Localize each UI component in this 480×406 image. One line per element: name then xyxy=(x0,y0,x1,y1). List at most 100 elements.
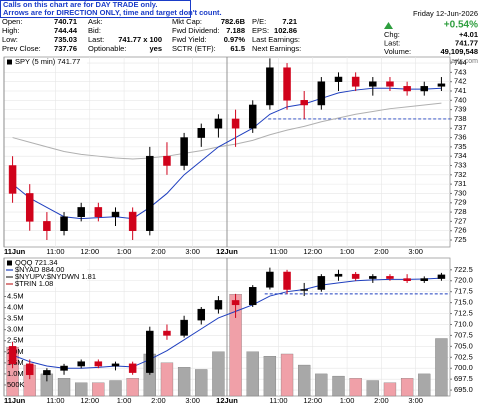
candle-body xyxy=(94,207,103,217)
candle-body xyxy=(420,86,429,92)
candle-body xyxy=(283,67,291,101)
quote-label: Last Earnings: xyxy=(252,35,300,44)
stat-label: Chg: xyxy=(384,30,400,39)
y-tick-label: 727 xyxy=(454,216,467,225)
legend-label: $NYUPV:$NYDWN 1.81 xyxy=(15,272,96,281)
volume-bar xyxy=(57,378,71,397)
y-tick-label: 726 xyxy=(454,226,467,235)
candle-body xyxy=(146,330,154,373)
y-tick-label: 744 xyxy=(454,58,467,67)
y-tick-label: 737 xyxy=(454,123,467,132)
y-tick-label: 736 xyxy=(454,133,467,142)
candle-body xyxy=(25,193,34,222)
volume-bar xyxy=(177,367,191,397)
candle-body xyxy=(369,276,377,279)
quote-label: EPS: xyxy=(252,26,269,35)
quote-value: 7.188 xyxy=(226,26,245,35)
candle-body xyxy=(214,118,223,129)
volume-bar xyxy=(383,382,397,397)
candle-body xyxy=(77,207,85,217)
candle-body xyxy=(231,300,240,306)
volume-bar xyxy=(400,378,414,397)
volume-bar xyxy=(195,369,208,397)
legend-label: $NYAD 884.00 xyxy=(15,265,64,274)
quote-label: Fwd Yield: xyxy=(172,35,207,44)
y2-tick-label: 1.0M xyxy=(7,369,24,378)
candle-body xyxy=(111,211,120,217)
moving-average xyxy=(12,277,442,369)
quote-label: Ask: xyxy=(88,17,103,26)
candle-body xyxy=(60,365,68,371)
x-tick-label: 1:00 xyxy=(340,396,355,405)
volume-bar xyxy=(212,351,225,397)
y-tick-label: 738 xyxy=(454,114,467,123)
y-tick-label: 740 xyxy=(454,95,467,104)
y2-tick-label: 2.5M xyxy=(7,336,24,345)
notice-line: Arrows are for DIRECTION ONLY, time and … xyxy=(3,8,222,17)
x-tick-label: 11:00 xyxy=(269,396,287,405)
volume-bar xyxy=(349,378,362,397)
candle-body xyxy=(300,100,308,106)
legend-bg xyxy=(5,280,87,288)
candle-body xyxy=(77,361,85,367)
y-tick-label: 707.5 xyxy=(454,330,473,339)
quote-label: Bid: xyxy=(88,26,101,35)
legend-label: QQQ 721.34 xyxy=(15,258,58,267)
volume-bar xyxy=(418,373,431,397)
candle-body xyxy=(8,165,17,194)
quote-value: 737.76 xyxy=(54,44,77,53)
quote-value: 744.44 xyxy=(54,26,78,35)
legend-bg xyxy=(5,266,87,274)
quote-label: Fwd Dividend: xyxy=(172,26,220,35)
quote-label: SCTR (ETF): xyxy=(172,44,216,53)
volume-bar xyxy=(160,362,174,397)
quote-label: Last: xyxy=(88,35,104,44)
x-tick-label: 2:00 xyxy=(151,247,166,256)
y-tick-label: 715.0 xyxy=(454,298,473,307)
y-tick-label: 742 xyxy=(454,77,467,86)
candle-body xyxy=(231,118,240,129)
quote-label: Prev Close: xyxy=(2,44,41,53)
candle-body xyxy=(403,86,411,92)
y-tick-label: 712.5 xyxy=(454,309,473,318)
y-tick-label: 731 xyxy=(454,179,467,188)
y-tick-label: 741 xyxy=(454,86,467,95)
quote-value: yes xyxy=(149,44,162,53)
volume-bar xyxy=(263,356,277,397)
legend-swatch xyxy=(7,59,12,65)
quote-value: 740.71 xyxy=(54,17,77,26)
volume-bar xyxy=(126,378,139,397)
x-tick-label: 11:00 xyxy=(269,247,287,256)
candle-body xyxy=(266,67,274,106)
quote-value: 741.77 x 100 xyxy=(118,35,162,44)
candle-body xyxy=(351,273,360,279)
candle-body xyxy=(180,319,188,336)
candle-body xyxy=(43,221,51,231)
candle-body xyxy=(334,76,343,82)
candle-body xyxy=(403,278,411,281)
y-tick-label: 697.5 xyxy=(454,374,473,383)
candle-body xyxy=(163,155,171,166)
stat-label: Last: xyxy=(384,38,400,47)
candle-body xyxy=(437,83,446,87)
y2-tick-label: 4.0M xyxy=(7,303,24,312)
candle-body xyxy=(317,276,326,290)
legend-bg xyxy=(5,259,87,267)
candle-body xyxy=(8,346,17,365)
candle-body xyxy=(146,155,154,231)
y-tick-label: 743 xyxy=(454,67,467,76)
x-tick-label: 3:00 xyxy=(185,396,200,405)
x-tick-label: 3:00 xyxy=(185,247,200,256)
candle-body xyxy=(334,273,343,277)
candle-body xyxy=(283,271,291,290)
y-tick-label: 729 xyxy=(454,198,467,207)
x-tick-label: 1:00 xyxy=(117,396,132,405)
y-tick-label: 700.0 xyxy=(454,363,473,372)
y2-tick-label: 3.5M xyxy=(7,314,24,323)
quote-value: 735.03 xyxy=(54,35,77,44)
stat-value: +4.01 xyxy=(459,30,478,39)
x-tick-label: 12:00 xyxy=(80,396,99,405)
volume-bar xyxy=(280,353,294,397)
x-tick-label: 12:00 xyxy=(303,247,322,256)
volume-bar xyxy=(298,364,311,397)
